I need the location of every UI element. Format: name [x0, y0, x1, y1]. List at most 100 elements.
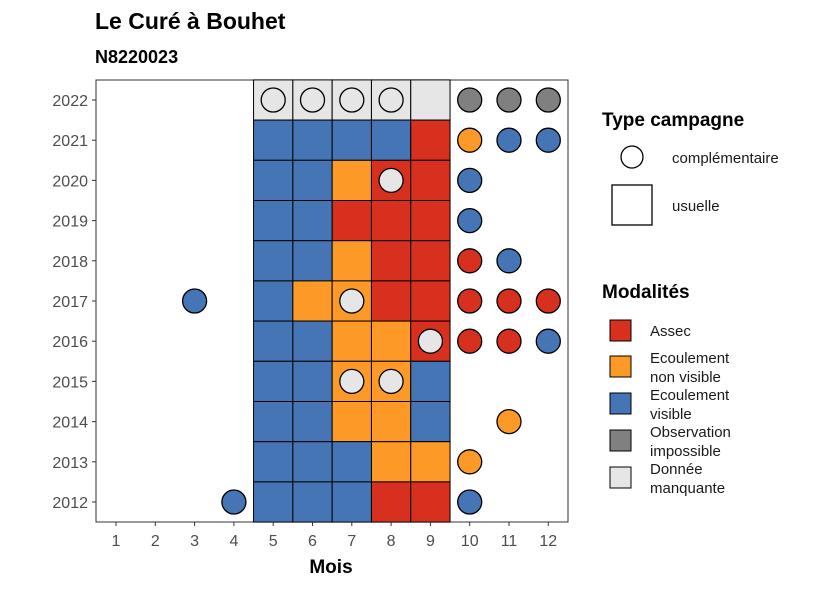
x-tick-label: 10	[461, 533, 479, 550]
legend-modalite-label: Donnée manquante	[650, 461, 725, 497]
x-axis-title: Mois	[309, 557, 352, 578]
legend-swatch	[609, 319, 632, 342]
legend-type-label: complémentaire	[672, 150, 779, 167]
point-2017-7	[339, 288, 365, 314]
point-2022-12	[535, 87, 561, 113]
y-tick-label: 2012	[52, 495, 88, 512]
point-2012-10	[457, 489, 483, 515]
y-tick-label: 2018	[52, 254, 88, 271]
tile-2012-6	[292, 481, 333, 523]
tile-2014-6	[292, 401, 333, 443]
tile-2016-5	[253, 320, 294, 362]
tile-2012-7	[331, 481, 372, 523]
x-tick-label: 2	[151, 533, 160, 550]
tile-2016-6	[292, 320, 333, 362]
point-2016-9	[417, 328, 444, 354]
legend-modalites: Modalités Assec Ecoulement non visibleEcou…	[602, 282, 731, 497]
point-2022-8	[378, 87, 404, 113]
point-2022-7	[339, 87, 365, 113]
x-tick-label: 12	[539, 533, 557, 550]
point-2016-12	[535, 328, 561, 354]
tile-2012-9	[410, 481, 451, 523]
x-tick-label: 7	[347, 533, 356, 550]
x-tick-label: 5	[269, 533, 278, 550]
point-2018-11	[496, 248, 522, 274]
y-tick-label: 2014	[52, 415, 88, 432]
x-tick-label: 9	[426, 533, 435, 550]
point-2017-11	[496, 288, 522, 314]
tile-2018-6	[292, 240, 333, 282]
x-tick-label: 11	[501, 533, 518, 550]
point-2022-5	[260, 87, 286, 113]
legend-modalites-title: Modalités	[602, 282, 690, 303]
tile-2015-6	[292, 360, 333, 402]
point-2021-12	[535, 127, 561, 153]
point-2016-11	[496, 328, 522, 354]
tile-2016-7	[331, 320, 372, 362]
tile-2015-9	[410, 360, 451, 402]
usuelle-tiles	[253, 79, 451, 523]
complementaire-points	[181, 87, 561, 515]
legend-modalite-label: Assec	[650, 323, 691, 340]
y-tick-label: 2020	[52, 173, 88, 190]
point-2020-8	[378, 167, 404, 194]
tile-2020-6	[292, 159, 333, 202]
legend-swatch	[609, 466, 632, 489]
tile-2013-5	[253, 441, 294, 483]
y-tick-label: 2015	[52, 374, 88, 391]
legend-square-key	[611, 184, 653, 226]
tile-2019-5	[253, 200, 294, 242]
tile-2014-7	[331, 401, 372, 443]
y-axis-ticks: 2012 2013 2014 2015 2016 2017 2018 2019 2020 2021…	[52, 93, 96, 512]
tile-2021-9	[410, 119, 451, 161]
legend-swatch	[609, 392, 632, 415]
point-2018-10	[457, 248, 483, 274]
tile-2013-9	[410, 441, 451, 483]
tile-2014-8	[370, 401, 412, 443]
tile-2017-5	[253, 280, 294, 322]
point-2022-6	[299, 87, 326, 113]
x-tick-label: 8	[387, 533, 396, 550]
point-2022-11	[496, 87, 522, 113]
point-2015-7	[339, 368, 365, 395]
point-2017-10	[457, 288, 483, 314]
x-tick-label: 4	[229, 533, 238, 550]
point-2021-10	[457, 127, 483, 153]
x-tick-label: 3	[190, 533, 199, 550]
x-tick-label: 1	[112, 533, 121, 550]
point-2014-11	[496, 408, 522, 435]
tile-2013-7	[331, 441, 372, 483]
tile-2022-9	[410, 79, 451, 121]
point-2013-10	[457, 449, 483, 475]
tile-2020-7	[331, 159, 372, 202]
legend-modalite-label: Ecoulement visible	[650, 387, 730, 423]
tile-2016-8	[370, 320, 412, 362]
y-tick-label: 2021	[52, 133, 88, 150]
point-2012-4	[221, 489, 247, 515]
tile-2021-6	[292, 119, 333, 161]
tile-2019-6	[292, 200, 333, 242]
tile-2016-9	[410, 320, 451, 362]
tile-2018-7	[331, 240, 372, 282]
point-2021-11	[496, 127, 522, 153]
point-2016-10	[457, 328, 483, 354]
tile-2014-5	[253, 401, 294, 443]
tile-2019-8	[370, 200, 412, 242]
tile-2012-8	[370, 481, 412, 523]
point-2022-10	[457, 87, 483, 113]
tile-2018-8	[370, 240, 412, 282]
legend-type-label: usuelle	[672, 198, 720, 215]
y-tick-label: 2016	[52, 334, 88, 351]
tile-2019-7	[331, 200, 372, 242]
legend-swatch	[609, 355, 632, 378]
point-2020-10	[457, 167, 483, 194]
tile-2017-9	[410, 280, 451, 322]
tile-2021-5	[253, 119, 294, 161]
legend-modalite-label: Observation impossible	[650, 424, 731, 460]
tile-2014-9	[410, 401, 451, 443]
legend-type-title: Type campagne	[602, 110, 744, 131]
tile-2013-6	[292, 441, 333, 483]
legend-modalite-label: Ecoulement non visible	[650, 350, 730, 386]
tile-2020-5	[253, 159, 294, 202]
